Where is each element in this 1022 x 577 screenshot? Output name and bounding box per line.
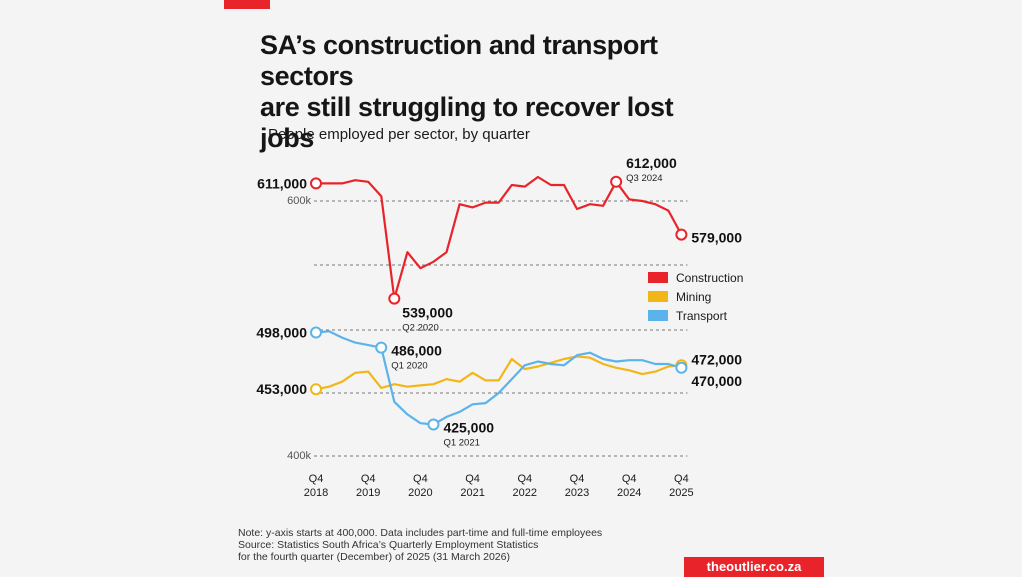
data-label: 579,000 <box>691 230 742 246</box>
x-tick-label: 2023 <box>565 487 589 499</box>
x-tick-label: 2021 <box>460 487 484 499</box>
data-label-date: Q1 2020 <box>391 361 427 372</box>
data-label: 453,000 <box>256 381 307 397</box>
line-chart: 600k 400k Q4 2018 Q4 2019 Q4 2020 Q4 2021 Q4 2022 Q4… <box>256 155 743 499</box>
title-line-1: SA’s construction and transport sectors <box>260 30 658 91</box>
legend-swatch <box>648 291 668 302</box>
x-tick-label: 2018 <box>304 487 328 499</box>
x-tick-label: Q4 <box>361 473 376 485</box>
x-tick-label: Q4 <box>413 473 428 485</box>
highlight-point <box>427 418 440 431</box>
accent-bar <box>224 0 270 9</box>
series-line-mining <box>315 355 682 391</box>
highlight-point <box>610 175 623 188</box>
highlight-point <box>310 177 322 190</box>
x-tick-label: Q4 <box>517 473 532 485</box>
x-tick-label: Q4 <box>570 473 585 485</box>
y-tick-label: 400k <box>287 450 311 462</box>
data-label: 612,000 <box>626 155 677 171</box>
highlight-point <box>310 326 322 339</box>
legend-swatch <box>648 310 668 321</box>
source-line-1: Source: Statistics South Africa’s Quarte… <box>238 539 539 551</box>
chart-subtitle: People employed per sector, by quarter <box>268 126 530 143</box>
legend-label: Transport <box>676 309 728 323</box>
data-label: 539,000 <box>402 305 453 321</box>
x-tick-label: 2020 <box>408 487 432 499</box>
series-line-construction <box>316 175 683 300</box>
highlight-point <box>675 228 688 241</box>
data-label: 498,000 <box>256 325 307 341</box>
data-label: 486,000 <box>391 343 442 359</box>
infographic-card: SA’s construction and transport sectors … <box>224 0 824 577</box>
highlight-point <box>310 383 322 396</box>
legend-label: Mining <box>676 290 711 304</box>
chart-title: SA’s construction and transport sectors … <box>260 30 730 154</box>
highlight-point <box>388 292 401 305</box>
x-tick-label: 2019 <box>356 487 380 499</box>
highlight-point <box>675 361 688 374</box>
data-label: 611,000 <box>257 175 307 191</box>
series-line-transport <box>315 330 682 426</box>
footnote: Note: y-axis starts at 400,000. Data inc… <box>238 527 602 563</box>
data-label: 472,000 <box>691 351 742 367</box>
legend-swatch <box>648 272 668 283</box>
legend-label: Construction <box>676 271 743 285</box>
data-label: 470,000 <box>691 373 742 389</box>
x-tick-label: Q4 <box>465 473 480 485</box>
x-tick-label: Q4 <box>622 473 637 485</box>
title-line-2: are still struggling to recover lost job… <box>260 92 674 153</box>
data-label-date: Q1 2021 <box>443 438 479 449</box>
x-tick-label: 2022 <box>513 487 537 499</box>
y-tick-label: 600k <box>287 195 311 207</box>
source-line-2: for the fourth quarter (December) of 202… <box>238 551 510 563</box>
x-tick-label: Q4 <box>674 473 689 485</box>
note-text: Note: y-axis starts at 400,000. Data inc… <box>238 527 603 539</box>
x-tick-label: 2025 <box>669 487 693 499</box>
highlight-point <box>375 341 388 354</box>
x-tick-label: 2024 <box>617 487 641 499</box>
data-label-date: Q3 2024 <box>626 173 662 184</box>
brand-link[interactable]: theoutlier.co.za <box>684 557 824 577</box>
data-label: 425,000 <box>443 420 494 436</box>
x-tick-label: Q4 <box>309 473 324 485</box>
data-label-date: Q2 2020 <box>402 323 438 334</box>
